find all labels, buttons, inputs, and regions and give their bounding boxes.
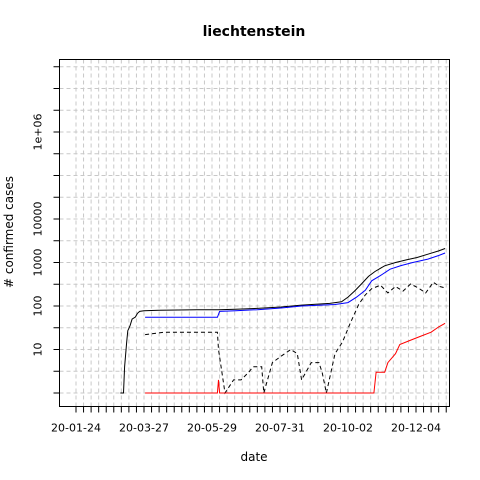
y-axis-label: # confirmed cases [2,176,16,288]
x-tick-label: 20-07-31 [255,422,305,435]
y-tick-label: 1000 [32,249,45,277]
x-tick-label: 20-05-29 [187,422,237,435]
y-tick-label: 1e+06 [32,114,45,151]
y-axis: 10 100 1000 10000 1e+06 [32,66,60,394]
y-tick-label: 100 [32,296,45,317]
x-tick-label: 20-03-27 [119,422,169,435]
series-line-1 [120,248,446,394]
y-tick-label: 10000 [32,202,45,237]
chart-title: liechtenstein [203,24,306,40]
plot-frame [59,59,450,407]
x-axis: 20-01-24 20-03-27 20-05-29 20-07-31 20-10-02… [51,406,447,435]
series-line-2 [145,252,446,318]
series-layer [120,248,446,395]
series-line-4 [145,322,446,394]
x-tick-label: 20-10-02 [323,422,373,435]
grid [59,59,450,407]
y-tick-label: 10 [32,343,45,357]
series-line-3 [145,281,446,395]
x-tick-label: 20-01-24 [51,422,101,435]
x-axis-label: date [240,450,267,464]
x-tick-label: 20-12-04 [391,422,441,435]
